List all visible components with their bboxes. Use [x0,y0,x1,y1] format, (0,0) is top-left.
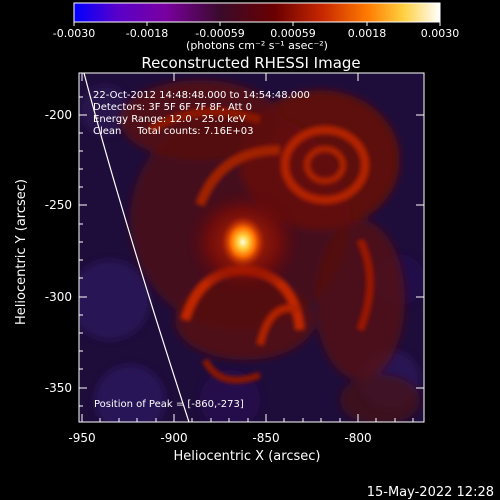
x-axis-title: Heliocentric X (arcsec) [174,449,321,464]
info-counts: Clean Total counts: 7.16E+03 [93,126,253,137]
colorbar [73,2,441,23]
colorbar-tick-label: -0.00059 [195,27,244,40]
rhessi-image [79,73,424,422]
solar-limb-line [83,73,190,422]
footer-date: 15-May-2022 12:28 [367,485,494,500]
y-axis-ticks [79,96,424,407]
flare-source-peak [221,216,265,268]
y-axis-title: Heliocentric Y (arcsec) [14,179,29,325]
colorbar-unit-label: (photons cm⁻² s⁻¹ asec⁻²) [186,39,328,52]
y-tick-label: -200 [45,108,72,122]
x-tick-label: -950 [68,431,95,445]
colorbar-ticks [73,22,441,26]
x-tick-label: -850 [252,431,279,445]
y-tick-label: -350 [45,381,72,395]
info-time-range: 22-Oct-2012 14:48:48.000 to 14:54:48.000 [93,90,310,101]
peak-position-label: Position of Peak = [-860,-273] [94,399,244,410]
colorbar-tick-label: 0.0018 [348,27,387,40]
y-tick-label: -250 [45,198,72,212]
colorbar-tick-label: 0.00059 [270,27,316,40]
x-tick-label: -900 [160,431,187,445]
x-tick-label: -800 [344,431,371,445]
plot-frame [78,72,425,423]
colorbar-tick-label: -0.0018 [126,27,168,40]
y-tick-label: -300 [45,290,72,304]
x-axis-ticks [81,73,414,422]
info-energy-range: Energy Range: 12.0 - 25.0 keV [93,114,246,125]
plot-title: Reconstructed RHESSI Image [141,54,360,72]
colorbar-tick-label: 0.0030 [421,27,460,40]
colorbar-tick-label: -0.0030 [53,27,95,40]
info-detectors: Detectors: 3F 5F 6F 7F 8F, Att 0 [93,102,252,113]
